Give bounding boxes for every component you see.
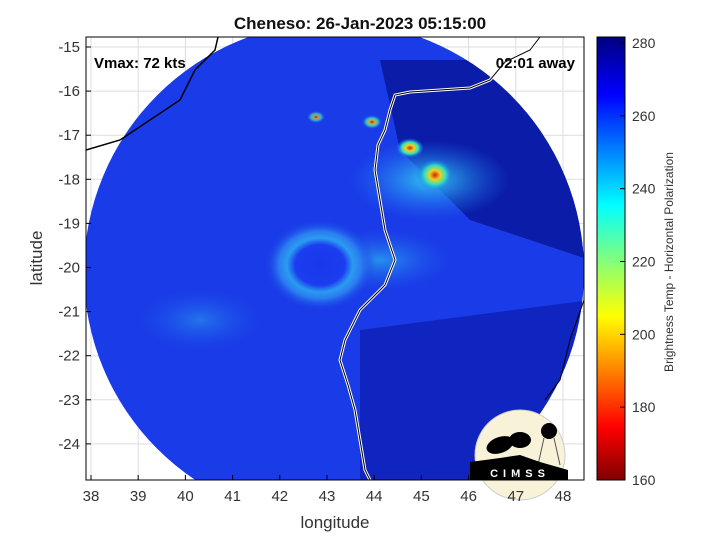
colorbar-tick-label: 240 <box>632 181 656 197</box>
colorbar-tick-label: 260 <box>632 108 656 124</box>
y-tick-label: -24 <box>58 436 80 453</box>
y-tick-label: -19 <box>58 215 80 232</box>
x-tick-label: 39 <box>130 488 147 505</box>
x-tick-label: 40 <box>177 488 194 505</box>
x-tick-label: 47 <box>507 488 524 505</box>
colorbar-tick-label: 160 <box>632 472 656 488</box>
y-tick-label: -16 <box>58 83 80 100</box>
y-axis: -15 -16 -17 -18 -19 -20 -21 -22 -23 -24 <box>58 39 91 453</box>
x-tick-label: 44 <box>366 488 383 505</box>
x-tick-label: 42 <box>271 488 288 505</box>
y-tick-label: -21 <box>58 304 80 321</box>
colorbar-label: Brightness Temp - Horizontal Polarizatio… <box>662 152 676 372</box>
x-tick-label: 48 <box>555 488 572 505</box>
y-tick-label: -20 <box>58 260 80 277</box>
x-axis: 38 39 40 41 42 43 44 45 46 47 48 <box>83 475 572 505</box>
x-tick-label: 38 <box>83 488 100 505</box>
y-tick-label: -22 <box>58 348 80 365</box>
colorbar-ticks: 280 260 240 220 200 180 160 <box>620 35 656 488</box>
axes-box <box>85 36 585 481</box>
x-tick-label: 41 <box>224 488 241 505</box>
x-axis-label: longitude <box>300 513 369 532</box>
x-tick-label: 46 <box>460 488 477 505</box>
colorbar-tick-label: 220 <box>632 254 656 270</box>
cimss-logo: CIMSS <box>470 409 568 501</box>
y-tick-label: -15 <box>58 39 80 56</box>
logo-text: CIMSS <box>490 468 550 480</box>
plot-title: Cheneso: 26-Jan-2023 05:15:00 <box>233 14 487 33</box>
y-tick-label: -23 <box>58 392 80 409</box>
x-tick-label: 43 <box>319 488 336 505</box>
time-label: 02:01 away <box>496 55 576 72</box>
colorbar-tick-label: 180 <box>632 399 656 415</box>
y-tick-label: -17 <box>58 127 80 144</box>
colorbar-tick-label: 280 <box>632 35 656 51</box>
colorbar-tick-label: 200 <box>632 326 656 342</box>
coastline-east <box>544 299 584 401</box>
coastline-west <box>86 37 219 151</box>
x-tick-label: 45 <box>413 488 430 505</box>
y-tick-label: -18 <box>58 171 80 188</box>
coastline-madagascar-inner <box>339 37 541 480</box>
colorbar <box>596 36 626 481</box>
satellite-image <box>86 37 584 480</box>
y-axis-label: latitude <box>27 231 46 286</box>
vmax-label: Vmax: 72 kts <box>94 55 186 72</box>
